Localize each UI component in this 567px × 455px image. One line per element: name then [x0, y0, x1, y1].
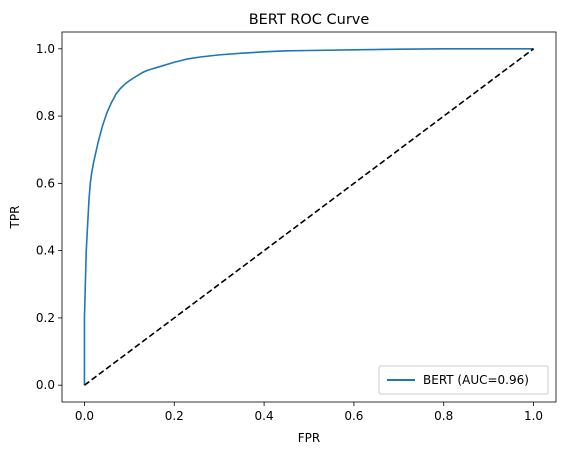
- x-tick-label: 1.0: [524, 409, 543, 423]
- plot-lines: [83, 48, 535, 386]
- chart-title: BERT ROC Curve: [249, 12, 370, 28]
- x-tick-label: 0.4: [255, 409, 274, 423]
- y-tick-label: 0.2: [36, 311, 55, 325]
- x-axis-label: FPR: [298, 431, 320, 445]
- x-tick-label: 0.2: [165, 409, 184, 423]
- y-tick-label: 0.4: [36, 244, 55, 258]
- x-axis-ticks: 0.0 0.2 0.4 0.6 0.8 1.0: [75, 402, 543, 423]
- y-axis-ticks: 0.0 0.2 0.4 0.6 0.8 1.0: [36, 42, 62, 392]
- legend: BERT (AUC=0.96): [378, 365, 549, 395]
- legend-label-bert: BERT (AUC=0.96): [423, 373, 529, 387]
- y-tick-label: 0.8: [36, 109, 55, 123]
- y-axis-label: TPR: [8, 206, 22, 230]
- x-tick-label: 0.0: [75, 409, 94, 423]
- axes-frame: [61, 31, 557, 403]
- y-tick-label: 1.0: [36, 42, 55, 56]
- legend-box: [378, 365, 549, 395]
- diagonal-reference-line: [83, 48, 535, 386]
- x-tick-label: 0.6: [344, 409, 363, 423]
- x-tick-label: 0.8: [434, 409, 453, 423]
- roc-curve-line: [83, 48, 534, 386]
- y-tick-label: 0.0: [36, 378, 55, 392]
- y-tick-label: 0.6: [36, 176, 55, 190]
